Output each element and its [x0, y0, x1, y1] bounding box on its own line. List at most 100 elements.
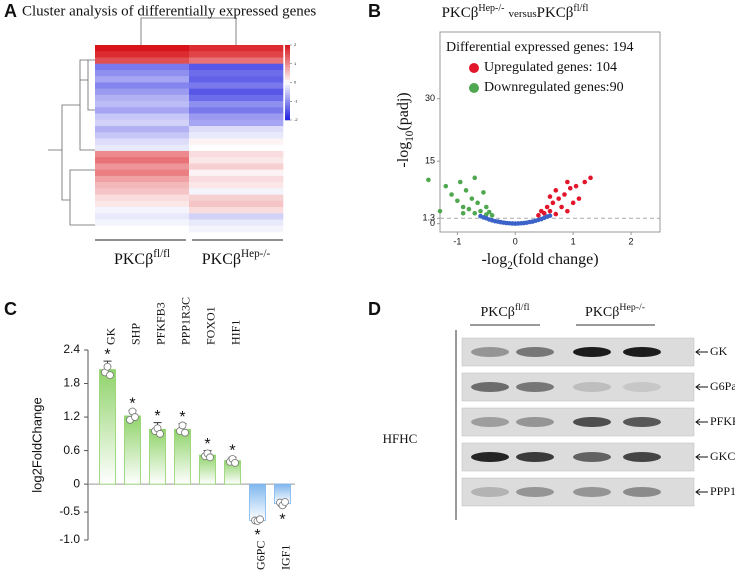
replicate-point	[103, 362, 112, 371]
heat-cell	[95, 101, 190, 108]
replicate-point	[181, 428, 189, 437]
annotation: Differential expressed genes: 194	[446, 40, 634, 55]
heat-cell	[189, 113, 284, 121]
point	[443, 183, 449, 189]
y-axis-label: log2FoldChange	[29, 397, 44, 492]
significance: *	[104, 346, 110, 363]
point	[547, 213, 553, 219]
heat-cell	[189, 126, 284, 133]
point	[481, 190, 486, 195]
x-tick-label: 0	[513, 236, 518, 246]
x-tick-label: GK	[103, 327, 117, 345]
label-part: fl/fl	[515, 302, 530, 313]
legend-label: Upregulated genes: 104	[484, 60, 617, 75]
band-label: GKCR	[710, 449, 735, 463]
arrow	[695, 348, 708, 356]
point	[553, 188, 559, 193]
heat-cell	[95, 225, 190, 233]
panel-label: A	[4, 1, 17, 21]
heat-cell	[189, 57, 284, 64]
colorbar-step	[285, 77, 290, 81]
colorbar-tick-label: 2	[294, 42, 297, 47]
heat-cell	[189, 132, 284, 139]
band	[623, 452, 661, 462]
x-tick-label: -1	[453, 236, 461, 246]
label-part: PKCβ	[202, 251, 241, 268]
x-tick-label: PFKFB3	[153, 302, 167, 345]
colorbar-step	[285, 55, 290, 58]
y-tick-label: 0	[430, 218, 435, 228]
point	[437, 208, 443, 214]
heat-cell	[95, 207, 190, 214]
heat-cell	[189, 207, 284, 214]
label-part: PKCβ	[480, 305, 514, 320]
colorbar-step	[285, 82, 290, 86]
heat-cell	[95, 88, 190, 96]
label-part: (fold change)	[513, 251, 599, 268]
point	[570, 200, 576, 206]
heat-cell	[189, 219, 284, 227]
y-tick-label: 1.2	[63, 409, 80, 423]
colorbar-step	[285, 102, 290, 106]
point	[472, 175, 478, 181]
colorbar-step	[285, 65, 290, 68]
arrow	[695, 488, 708, 496]
colorbar-step	[285, 97, 290, 101]
band-label: GK	[710, 344, 728, 358]
heat-cell	[95, 219, 190, 227]
heat-cell	[189, 138, 284, 146]
y-tick-label: 0.6	[63, 443, 80, 457]
heat-cell	[189, 107, 284, 114]
colorbar-step	[285, 62, 290, 66]
heat-cell	[189, 213, 284, 220]
x-tick-label: HIF1	[228, 320, 242, 345]
heat-cell	[95, 113, 190, 121]
point	[567, 185, 573, 191]
y-tick-label: -1.0	[59, 532, 80, 546]
heat-cell	[189, 82, 284, 89]
point	[547, 194, 553, 199]
replicate-point	[131, 413, 139, 421]
colorbar-step	[285, 80, 290, 83]
colorbar-step	[285, 60, 290, 63]
arrow	[695, 453, 708, 461]
label-part: Hep-/-	[619, 302, 645, 313]
point	[559, 204, 564, 210]
colorbar-step	[285, 47, 290, 51]
column-label: PKCβfl/fl	[114, 248, 170, 268]
point	[541, 210, 547, 216]
band	[623, 487, 661, 497]
band	[573, 347, 611, 357]
arrow	[695, 418, 708, 426]
band	[573, 452, 611, 462]
band	[516, 417, 554, 427]
colorbar-step	[285, 112, 290, 116]
band	[471, 452, 509, 462]
band	[623, 382, 661, 392]
title-part: PKCβ	[537, 5, 574, 21]
point	[565, 208, 570, 214]
colorbar-step	[285, 90, 290, 93]
point	[553, 211, 559, 217]
heat-cell	[189, 182, 284, 189]
replicate-point	[281, 498, 289, 506]
point	[582, 179, 588, 185]
point	[576, 196, 582, 201]
point	[536, 213, 541, 218]
point	[486, 209, 492, 215]
heat-cell	[95, 157, 190, 164]
colorbar-step	[285, 57, 290, 61]
chart-title: Cluster analysis of differentially expre…	[22, 3, 316, 19]
column-label: PKCβHep-/-	[202, 248, 271, 268]
heat-cell	[189, 94, 284, 102]
heat-cell	[95, 69, 190, 77]
replicate-point	[256, 515, 264, 524]
point	[478, 208, 483, 214]
point	[565, 179, 570, 185]
heat-cell	[95, 213, 190, 220]
panel-label: B	[368, 1, 381, 21]
group-label: PKCβfl/fl	[480, 302, 529, 320]
y-tick-label: 2.4	[63, 342, 80, 356]
heat-cell	[189, 157, 284, 164]
label-part: 10	[404, 130, 416, 142]
